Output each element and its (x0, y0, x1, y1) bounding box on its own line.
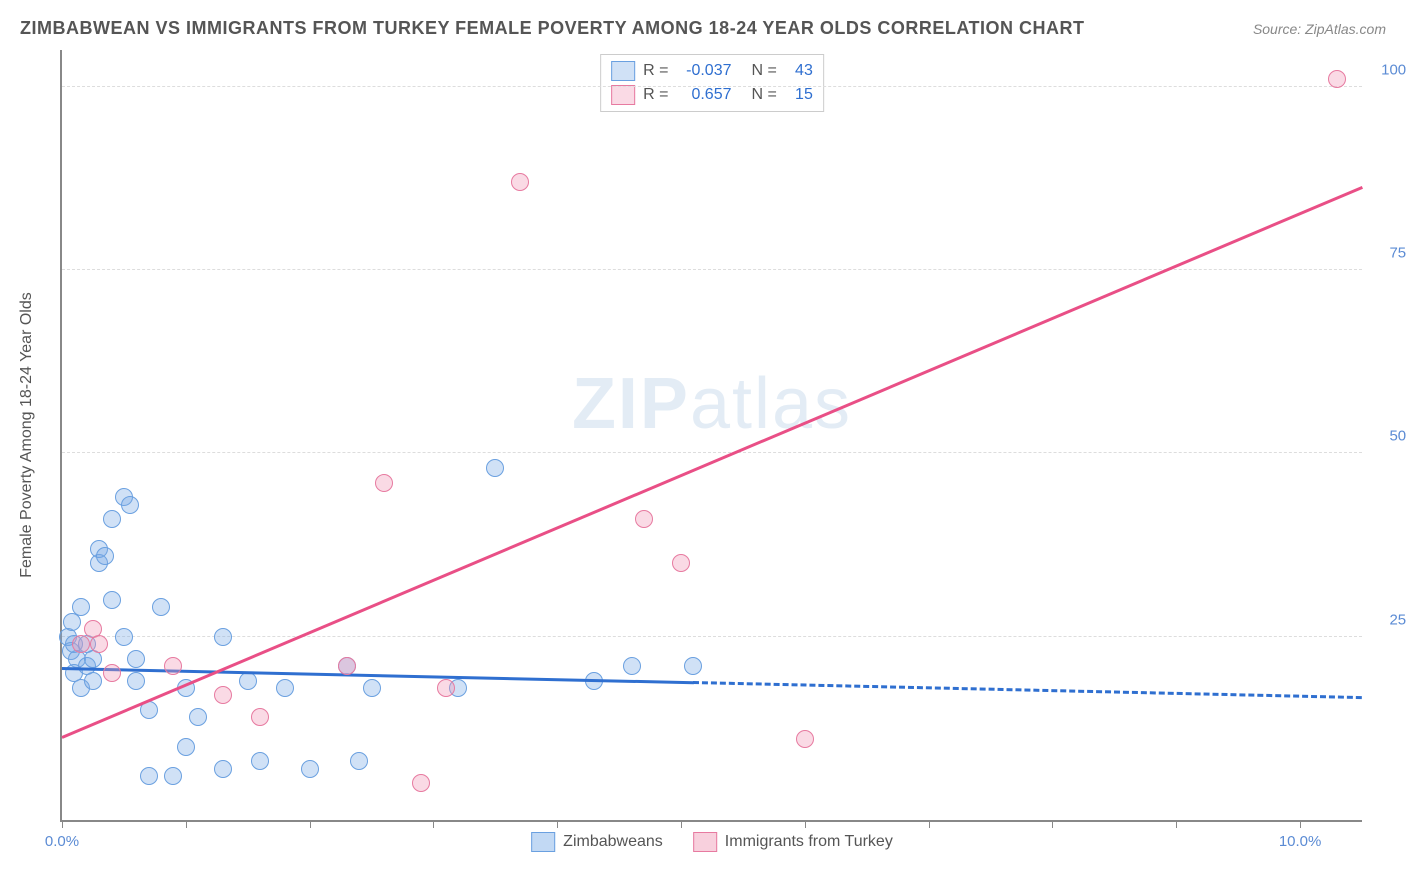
legend-swatch (531, 832, 555, 852)
data-point (251, 752, 269, 770)
r-label: R = (643, 62, 668, 80)
data-point (375, 474, 393, 492)
data-point (72, 635, 90, 653)
r-value: -0.037 (677, 62, 732, 80)
data-point (276, 679, 294, 697)
data-point (72, 598, 90, 616)
data-point (103, 591, 121, 609)
x-tick (929, 820, 930, 828)
data-point (189, 708, 207, 726)
y-tick-label: 25.0% (1372, 611, 1406, 628)
legend-label: Immigrants from Turkey (725, 833, 893, 851)
data-point (412, 774, 430, 792)
x-tick (310, 820, 311, 828)
legend-swatch (611, 85, 635, 105)
x-tick (433, 820, 434, 828)
x-tick-label: 10.0% (1279, 833, 1322, 850)
data-point (796, 730, 814, 748)
y-tick-label: 50.0% (1372, 428, 1406, 445)
data-point (84, 672, 102, 690)
data-point (115, 628, 133, 646)
data-point (127, 650, 145, 668)
data-point (164, 767, 182, 785)
legend-label: Zimbabweans (563, 833, 663, 851)
data-point (121, 496, 139, 514)
data-point (635, 510, 653, 528)
series-legend: Zimbabweans Immigrants from Turkey (531, 832, 893, 852)
data-point (350, 752, 368, 770)
watermark: ZIPatlas (572, 363, 852, 445)
r-value: 0.657 (677, 86, 732, 104)
x-tick (1176, 820, 1177, 828)
gridline (62, 86, 1362, 87)
n-label: N = (752, 86, 777, 104)
gridline (62, 636, 1362, 637)
data-point (140, 767, 158, 785)
data-point (103, 510, 121, 528)
data-point (684, 657, 702, 675)
x-tick (557, 820, 558, 828)
data-point (511, 173, 529, 191)
data-point (96, 547, 114, 565)
x-tick (1300, 820, 1301, 828)
data-point (363, 679, 381, 697)
data-point (103, 664, 121, 682)
data-point (623, 657, 641, 675)
watermark-zip: ZIP (572, 364, 690, 444)
data-point (251, 708, 269, 726)
chart-title: ZIMBABWEAN VS IMMIGRANTS FROM TURKEY FEM… (20, 18, 1085, 39)
data-point (214, 760, 232, 778)
data-point (127, 672, 145, 690)
y-tick-label: 75.0% (1372, 245, 1406, 262)
gridline (62, 452, 1362, 453)
legend-swatch (693, 832, 717, 852)
correlation-legend: R = -0.037 N = 43 R = 0.657 N = 15 (600, 54, 824, 112)
x-tick (62, 820, 63, 828)
data-point (164, 657, 182, 675)
y-tick-label: 100.0% (1372, 61, 1406, 78)
data-point (90, 635, 108, 653)
x-tick (186, 820, 187, 828)
scatter-plot: Female Poverty Among 18-24 Year Olds ZIP… (60, 50, 1362, 822)
data-point (437, 679, 455, 697)
data-point (239, 672, 257, 690)
data-point (1328, 70, 1346, 88)
x-tick (805, 820, 806, 828)
n-value: 43 (785, 62, 813, 80)
y-axis-title: Female Poverty Among 18-24 Year Olds (18, 292, 36, 578)
data-point (214, 686, 232, 704)
source-label: Source: ZipAtlas.com (1253, 21, 1386, 37)
n-label: N = (752, 62, 777, 80)
legend-swatch (611, 61, 635, 81)
legend-item: Immigrants from Turkey (693, 832, 893, 852)
title-bar: ZIMBABWEAN VS IMMIGRANTS FROM TURKEY FEM… (20, 18, 1386, 39)
data-point (177, 738, 195, 756)
data-point (152, 598, 170, 616)
r-label: R = (643, 86, 668, 104)
data-point (672, 554, 690, 572)
x-tick (1052, 820, 1053, 828)
n-value: 15 (785, 86, 813, 104)
legend-item: Zimbabweans (531, 832, 663, 852)
legend-row: R = -0.037 N = 43 (611, 59, 813, 83)
trend-line (693, 681, 1362, 699)
x-tick (681, 820, 682, 828)
data-point (338, 657, 356, 675)
x-tick-label: 0.0% (45, 833, 79, 850)
data-point (214, 628, 232, 646)
data-point (486, 459, 504, 477)
watermark-atlas: atlas (690, 364, 852, 444)
data-point (301, 760, 319, 778)
